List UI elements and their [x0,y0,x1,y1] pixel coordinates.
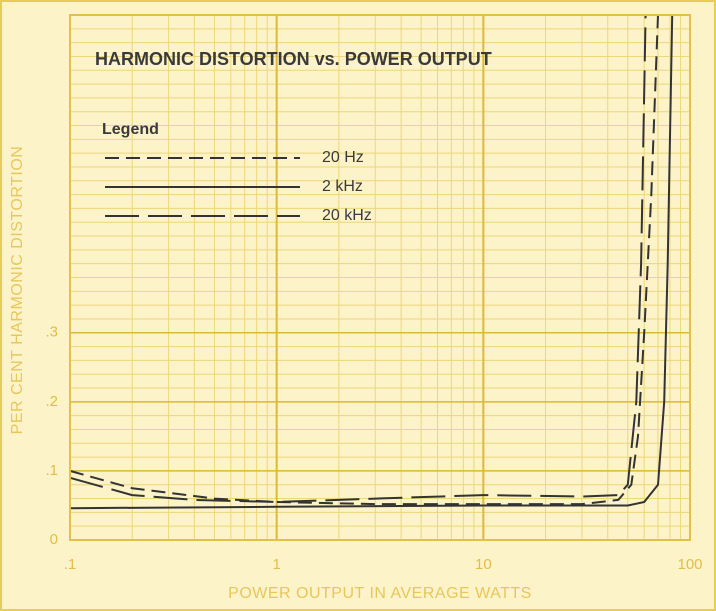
x-axis-label: POWER OUTPUT IN AVERAGE WATTS [228,585,532,602]
y-tick-label: 0 [50,531,58,548]
plot-frame [69,14,691,541]
y-axis-label: PER CENT HARMONIC DISTORTION [9,146,26,435]
series-line [69,14,659,506]
y-tick-label: .3 [45,324,58,341]
legend-label: 20 Hz [322,149,364,166]
legend-label: 20 kHz [322,207,372,224]
chart-title: HARMONIC DISTORTION vs. POWER OUTPUT [95,49,492,69]
x-tick-label: 100 [677,556,702,573]
plot [69,14,674,510]
x-tick-label: 1 [272,556,280,573]
x-tick-label: .1 [64,556,77,573]
y-tick-label: .1 [45,462,58,479]
x-tick-label: 10 [475,556,492,573]
legend-label: 2 kHz [322,178,363,195]
series-line [69,14,674,510]
y-tick-label: .2 [45,393,58,410]
series-line [69,14,647,503]
legend-title: Legend [102,121,159,138]
